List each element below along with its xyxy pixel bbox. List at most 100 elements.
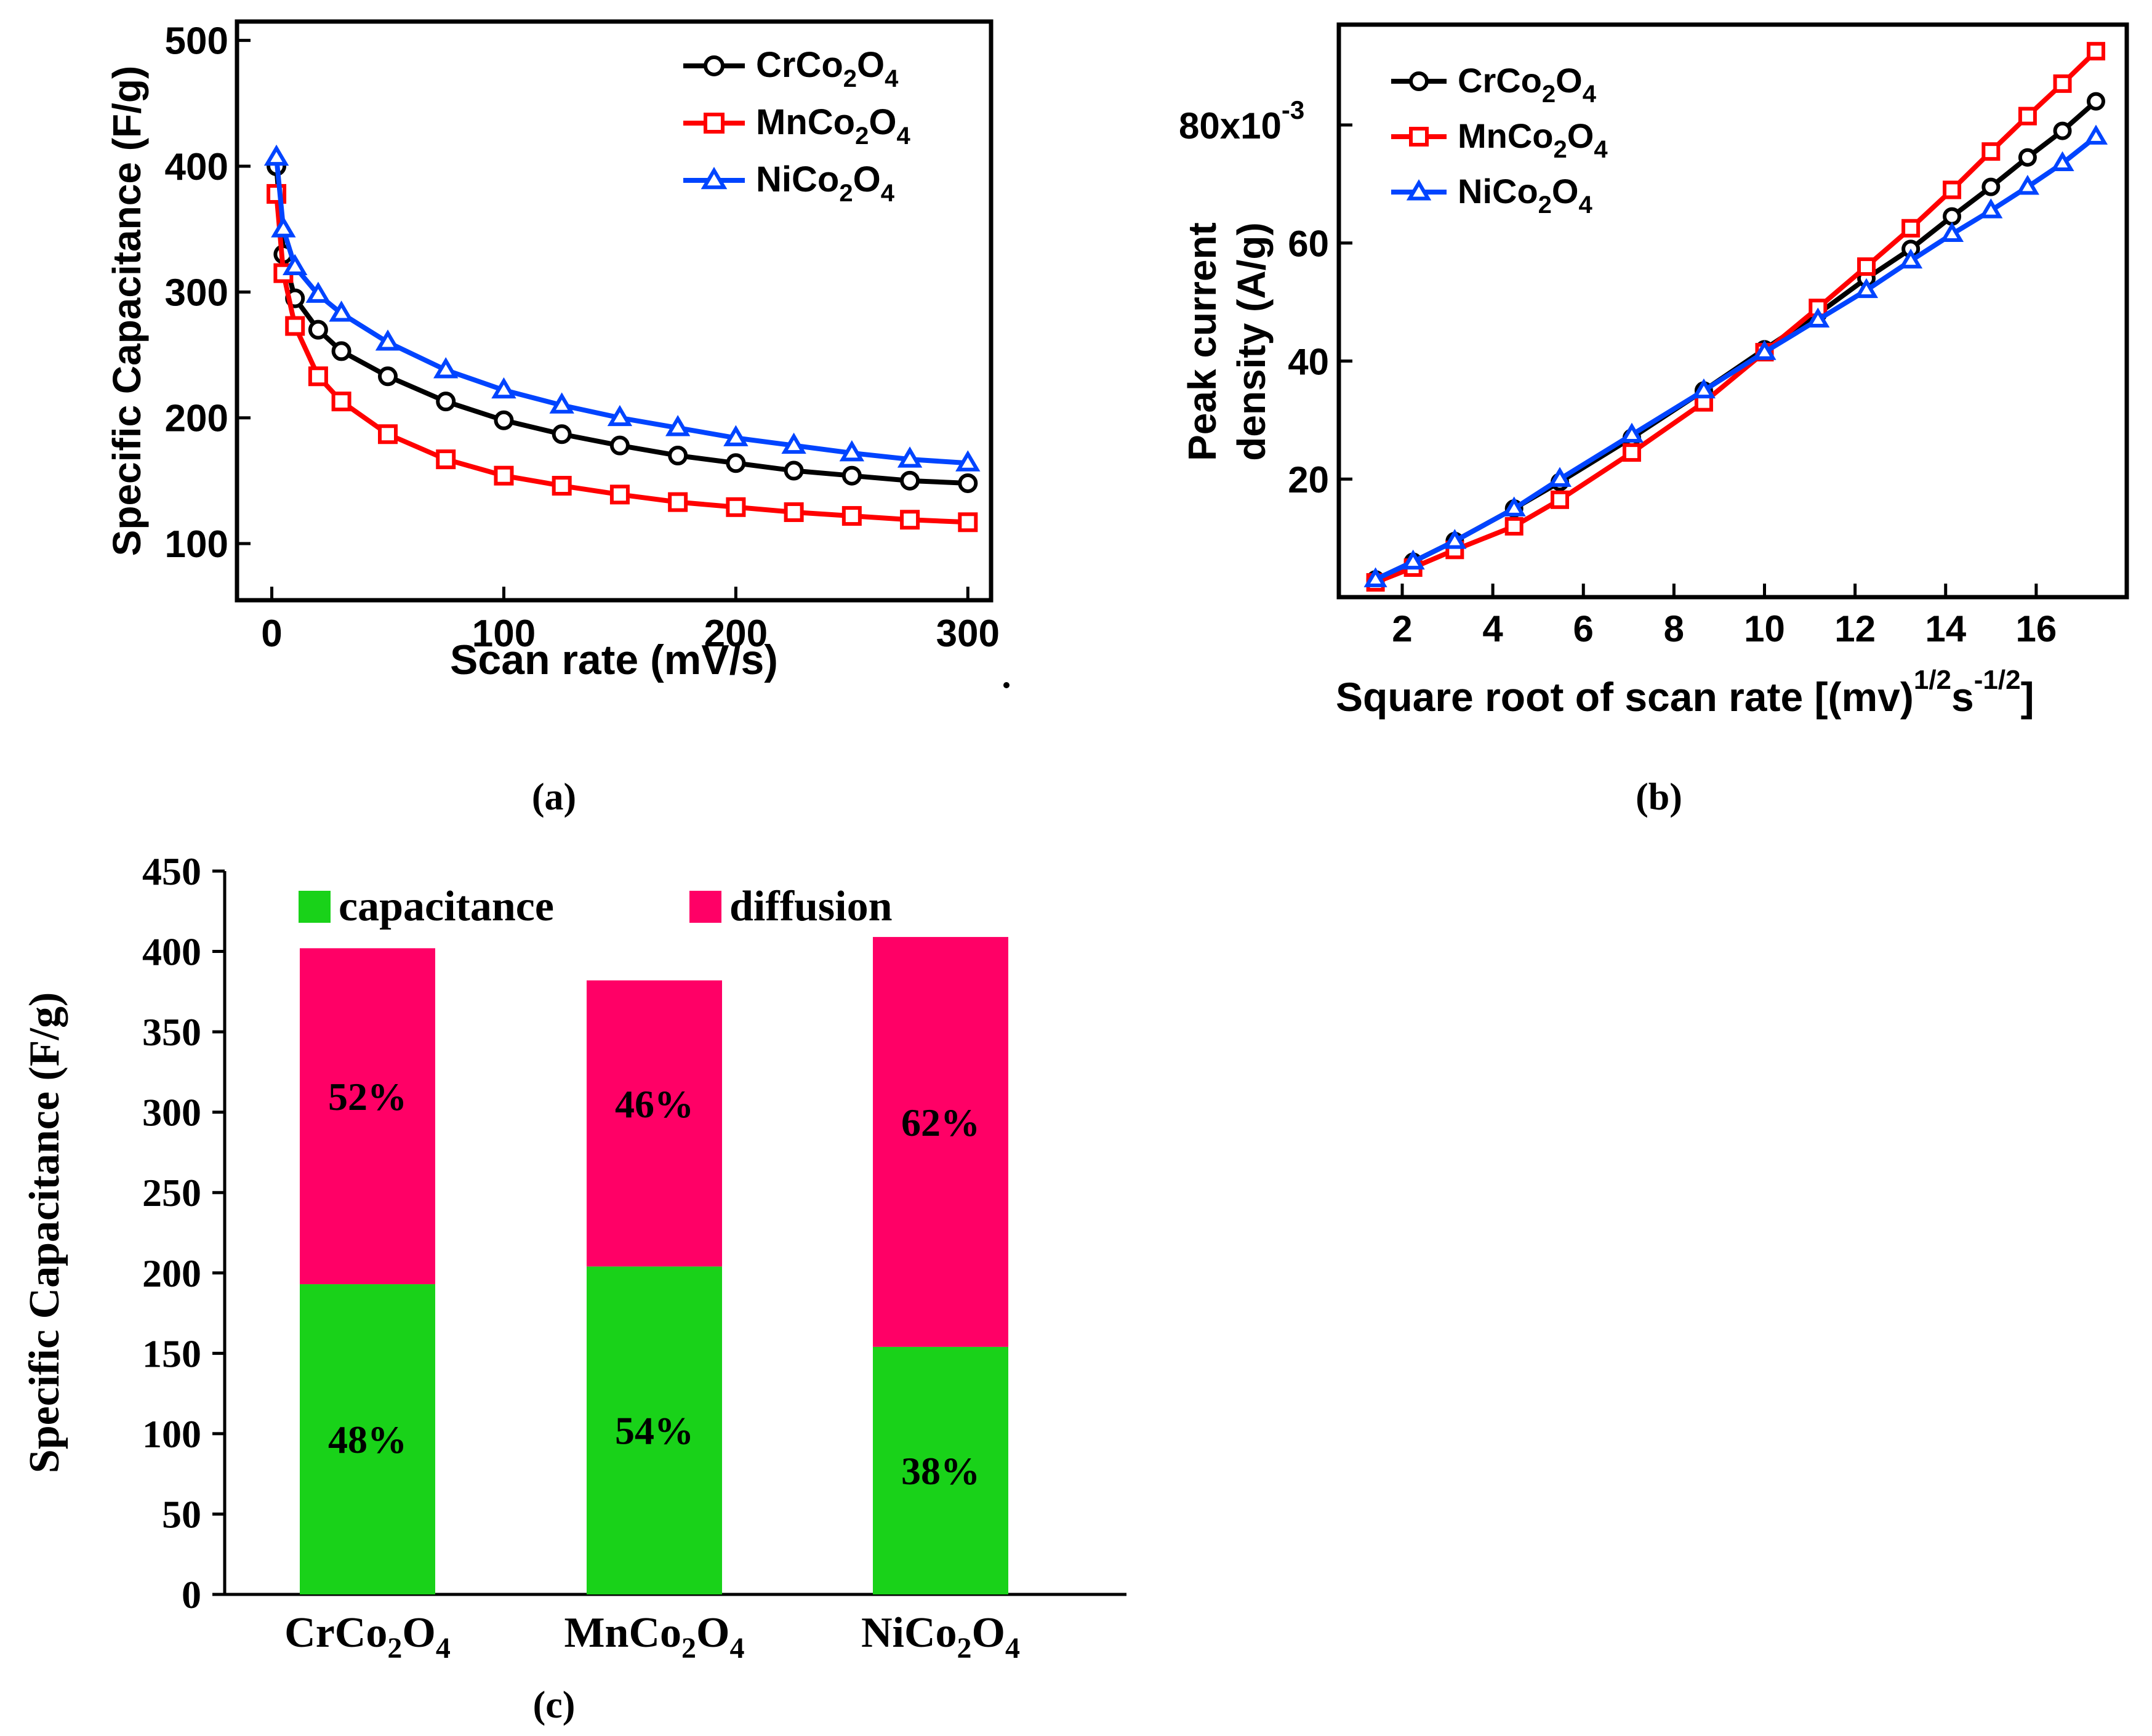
data-point-a [958,512,978,532]
x-tick-label-b: 10 [1744,608,1785,649]
bar-percent-label: 54% [615,1409,694,1453]
plot-frame-a [235,19,994,603]
data-point-a [285,316,305,336]
data-point-b [1622,443,1641,462]
data-point-a [436,392,456,412]
data-point-a [271,216,296,238]
data-point-b [2084,124,2108,145]
data-point-b [1620,422,1644,443]
data-point-a [841,465,862,486]
data-point-b [1940,222,1964,243]
bar-percent-label: 62% [901,1101,980,1144]
data-point-a [308,366,328,387]
legend-label-c: diffusion [729,883,893,930]
x-tick-label-b: 16 [2015,608,2057,649]
bar-percent-label: 38% [901,1449,980,1493]
data-point-a [329,300,354,322]
y-axis-label-a: Specific Capacitance (F/g) [105,66,149,557]
x-tick-label-a: 0 [261,613,282,655]
data-point-b [1443,529,1467,549]
legend-label-a: CrCo2O4 [756,45,899,92]
data-point-b [1692,378,1716,399]
data-point-a [723,425,749,446]
y-tick-label-c: 100 [142,1412,201,1456]
y-tick-label-c: 0 [182,1573,201,1617]
legend-swatch-c [299,891,331,923]
y-tick-label-a: 200 [165,398,228,440]
legend-label-b: CrCo2O4 [1458,61,1597,108]
series-a-mnco2o4 [267,183,978,532]
legend-label-c: capacitance [339,883,554,930]
series-a-crco2o4 [267,156,978,493]
data-point-a [308,319,328,340]
data-point-a [436,449,456,470]
data-point-b [1943,180,1962,199]
series-b-nico2o4 [1363,124,2108,587]
data-point-a [552,424,572,444]
bar-capacitance-mnco2o4 [587,1266,722,1594]
data-point-a [331,341,351,361]
bar-diffusion-mnco2o4 [587,980,722,1267]
data-point-a [784,502,804,522]
data-point-a [668,446,688,465]
series-line-b [1375,49,2098,585]
data-point-b [2086,42,2105,61]
category-label-c: CrCo2O4 [284,1609,451,1665]
data-point-a [378,424,398,444]
data-point-b [1753,340,1777,360]
y-tick-label-c: 400 [142,930,201,974]
data-point-b [2015,174,2039,195]
y-tick-label-c: 150 [142,1332,201,1375]
y-tick-label-b: 40 [1288,341,1329,382]
data-point-a [841,506,862,526]
data-point-b [1943,207,1962,226]
data-point-a [433,357,459,379]
data-point-a [609,435,630,456]
data-point-b [1363,567,1387,587]
legend-label-b: NiCo2O4 [1458,172,1592,219]
category-label-c: NiCo2O4 [861,1609,1020,1665]
series-line-b [1374,135,2098,582]
x-tick-label-b: 4 [1482,608,1503,649]
data-point-a [331,392,351,412]
data-point-a [305,281,331,303]
legend-marker-b [1409,127,1429,147]
x-axis-label-a: Scan rate (mV/s) [450,637,778,683]
plot-frame-b [1336,22,2129,600]
data-point-a [552,476,572,496]
data-point-b [1857,257,1876,276]
category-label-c: MnCo2O4 [564,1609,744,1665]
data-point-a [607,404,633,427]
data-point-b [1502,496,1526,516]
series-b-crco2o4 [1366,92,2105,589]
y-top-tick-label-b: 80x10-3 [1179,95,1304,147]
x-tick-label-b: 8 [1664,608,1684,649]
data-point-b [2053,74,2072,93]
data-point-a [378,366,398,387]
data-point-b [1504,516,1524,536]
legend-label-a: NiCo2O4 [756,159,895,207]
y-axis-label-b-line2: density (A/g) [1229,222,1274,461]
legend-marker-b [1409,71,1429,91]
y-tick-label-c: 350 [142,1010,201,1054]
y-tick-label-a: 300 [165,271,228,314]
data-point-a [549,392,574,414]
data-point-b [2018,106,2037,126]
bar-diffusion-crco2o4 [300,948,435,1285]
x-axis-label-b: Square root of scan rate [(mv)1/2s-1/2] [1336,665,2034,720]
stray-dot [1003,682,1010,688]
data-point-a [726,453,746,473]
y-tick-label-b: 20 [1288,459,1329,500]
y-tick-label-c: 450 [142,850,201,893]
chart-c-stacked-contribution: 0 50 100 150 200 250 300 350 400 450 Specific Capa… [21,850,1126,1665]
data-point-b [1981,177,2001,196]
data-point-a [900,470,920,491]
caption-a: (a) [532,776,576,818]
y-tick-label-a: 100 [165,523,228,566]
data-point-a [263,144,289,166]
bar-percent-label: 46% [615,1082,694,1126]
data-point-b [1548,467,1572,487]
x-tick-label-b: 12 [1834,608,1876,649]
y-tick-label-c: 300 [142,1091,201,1135]
x-tick-label-b: 14 [1925,608,1966,649]
